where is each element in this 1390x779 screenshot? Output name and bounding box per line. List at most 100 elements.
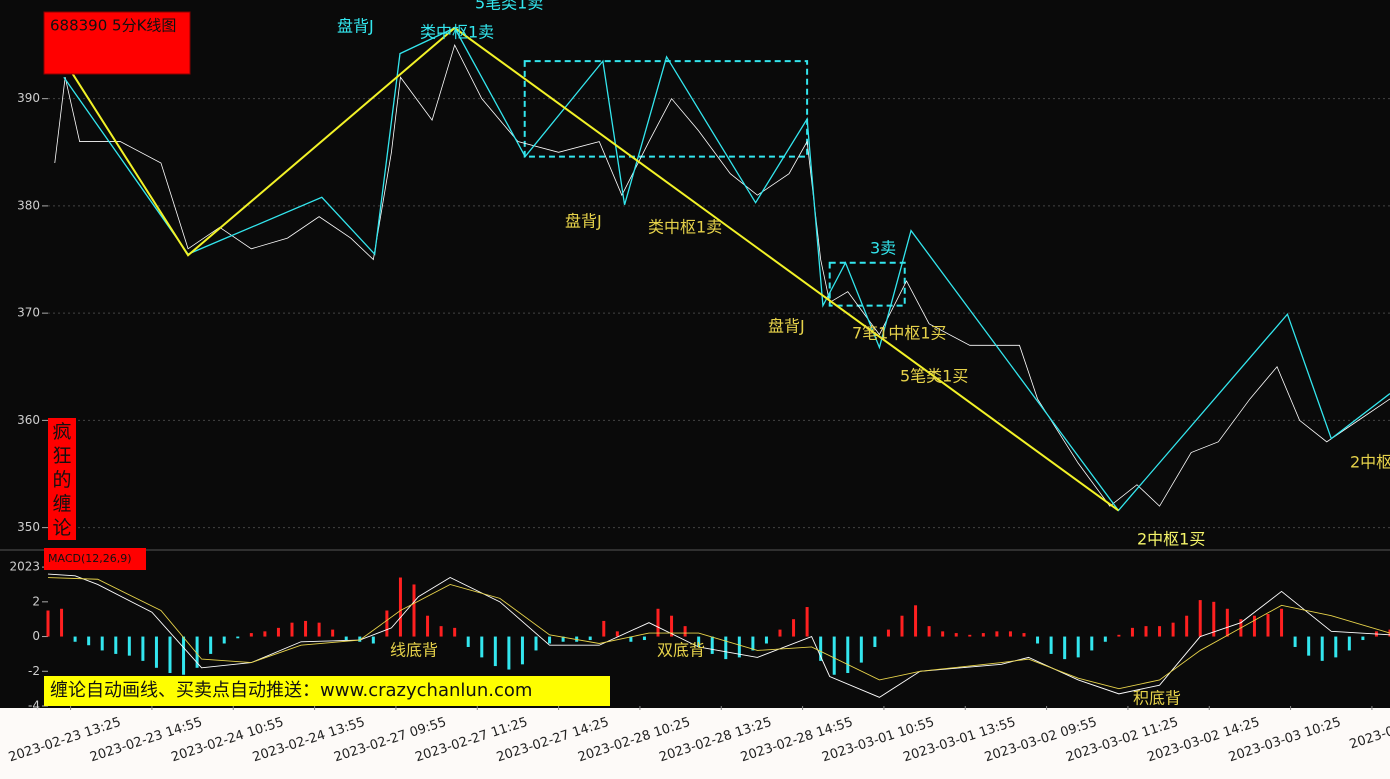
- macd-bar: [87, 637, 90, 646]
- macd-bar: [1104, 637, 1107, 642]
- macd-bar: [1117, 635, 1120, 637]
- macd-bar: [860, 637, 863, 663]
- annotation: 双底背: [657, 641, 705, 660]
- macd-bar: [263, 631, 266, 636]
- macd-bar: [941, 631, 944, 636]
- macd-bar: [711, 637, 714, 654]
- macd-bar: [724, 637, 727, 660]
- macd-bar: [806, 607, 809, 637]
- macd-bar: [74, 637, 77, 642]
- macd-bar: [1009, 631, 1012, 636]
- annotation: 5笔类1买: [900, 367, 968, 386]
- macd-bar: [792, 619, 795, 636]
- macd-bar: [1023, 633, 1026, 636]
- y-tick-label: 2: [32, 594, 40, 608]
- macd-bar: [60, 609, 63, 637]
- y-tick-label: 350: [17, 520, 40, 534]
- macd-bar: [331, 630, 334, 637]
- macd-bar: [1321, 637, 1324, 661]
- annotation: 盘背J: [768, 317, 805, 336]
- macd-bar: [643, 637, 646, 640]
- macd-bar: [182, 637, 185, 675]
- macd-bar: [440, 626, 443, 636]
- macd-bar: [223, 637, 226, 644]
- macd-title: MACD(12,26,9): [48, 552, 132, 565]
- macd-bar: [1063, 637, 1066, 660]
- macd-bar: [413, 584, 416, 636]
- annotation: 线底背: [390, 641, 438, 660]
- macd-bar: [372, 637, 375, 644]
- macd-bar: [535, 637, 538, 651]
- macd-bar: [318, 623, 321, 637]
- macd-bar: [426, 616, 429, 637]
- macd-bar: [1077, 637, 1080, 658]
- y-tick-label: 2023: [9, 560, 40, 574]
- annotation: 积底背: [1133, 689, 1181, 708]
- macd-bar: [480, 637, 483, 658]
- macd-bar: [399, 578, 402, 637]
- macd-bar: [1267, 614, 1270, 637]
- macd-bar: [494, 637, 497, 667]
- y-tick-label: -4: [28, 699, 40, 713]
- chart-title: 688390 5分K线图: [50, 17, 176, 35]
- macd-bar: [345, 637, 348, 640]
- macd-bar: [101, 637, 104, 651]
- macd-bar: [114, 637, 117, 654]
- annotation: 盘背J: [565, 212, 602, 231]
- macd-bar: [47, 611, 50, 637]
- macd-bar: [1131, 628, 1134, 637]
- macd-bar: [873, 637, 876, 647]
- macd-bar: [1145, 626, 1148, 636]
- macd-bar: [250, 633, 253, 636]
- macd-bar: [589, 637, 592, 640]
- annotation: 类中枢1卖: [420, 23, 494, 42]
- x-tick-label: 2023-03-03: [1348, 715, 1390, 753]
- macd-bar: [887, 630, 890, 637]
- macd-bar: [995, 631, 998, 636]
- macd-bar: [128, 637, 131, 656]
- macd-bar: [209, 637, 212, 654]
- macd-bar: [928, 626, 931, 636]
- side-label: 疯狂的缠论: [52, 421, 71, 539]
- y-tick-label: 370: [17, 306, 40, 320]
- macd-bar: [453, 628, 456, 637]
- macd-bar: [765, 637, 768, 644]
- macd-bar: [1253, 616, 1256, 637]
- macd-bar: [385, 611, 388, 637]
- macd-bar: [982, 633, 985, 636]
- annotation: 3卖: [870, 239, 896, 258]
- macd-bar: [955, 633, 958, 636]
- macd-bar: [1348, 637, 1351, 651]
- banner: 缠论自动画线、买卖点自动推送：www.crazychanlun.com: [50, 680, 532, 701]
- macd-bar: [846, 637, 849, 673]
- macd-bar: [968, 635, 971, 637]
- macd-bar: [155, 637, 158, 668]
- macd-bar: [236, 637, 239, 639]
- macd-bar: [1280, 609, 1283, 637]
- macd-bar: [602, 621, 605, 637]
- macd-bar: [521, 637, 524, 665]
- macd-bar: [1158, 626, 1161, 636]
- annotation: 2中枢1买: [1137, 530, 1205, 549]
- annotation: 5笔类1卖: [475, 0, 543, 13]
- macd-bar: [507, 637, 510, 670]
- macd-bar: [1172, 623, 1175, 637]
- macd-bar: [1090, 637, 1093, 651]
- macd-bar: [901, 616, 904, 637]
- y-tick-label: 0: [32, 629, 40, 643]
- macd-bar: [1307, 637, 1310, 656]
- annotation: 2中枢: [1350, 453, 1390, 472]
- macd-bar: [1334, 637, 1337, 658]
- macd-bar: [914, 605, 917, 636]
- macd-bar: [684, 626, 687, 636]
- macd-bar: [616, 631, 619, 636]
- macd-bar: [467, 637, 470, 647]
- annotation: 7笔1中枢1买: [852, 324, 947, 343]
- y-tick-label: -2: [28, 664, 40, 678]
- background: [0, 0, 1390, 708]
- y-tick-label: 390: [17, 91, 40, 105]
- annotation: 类中枢1卖: [648, 218, 722, 237]
- macd-bar: [779, 630, 782, 637]
- macd-bar: [1185, 616, 1188, 637]
